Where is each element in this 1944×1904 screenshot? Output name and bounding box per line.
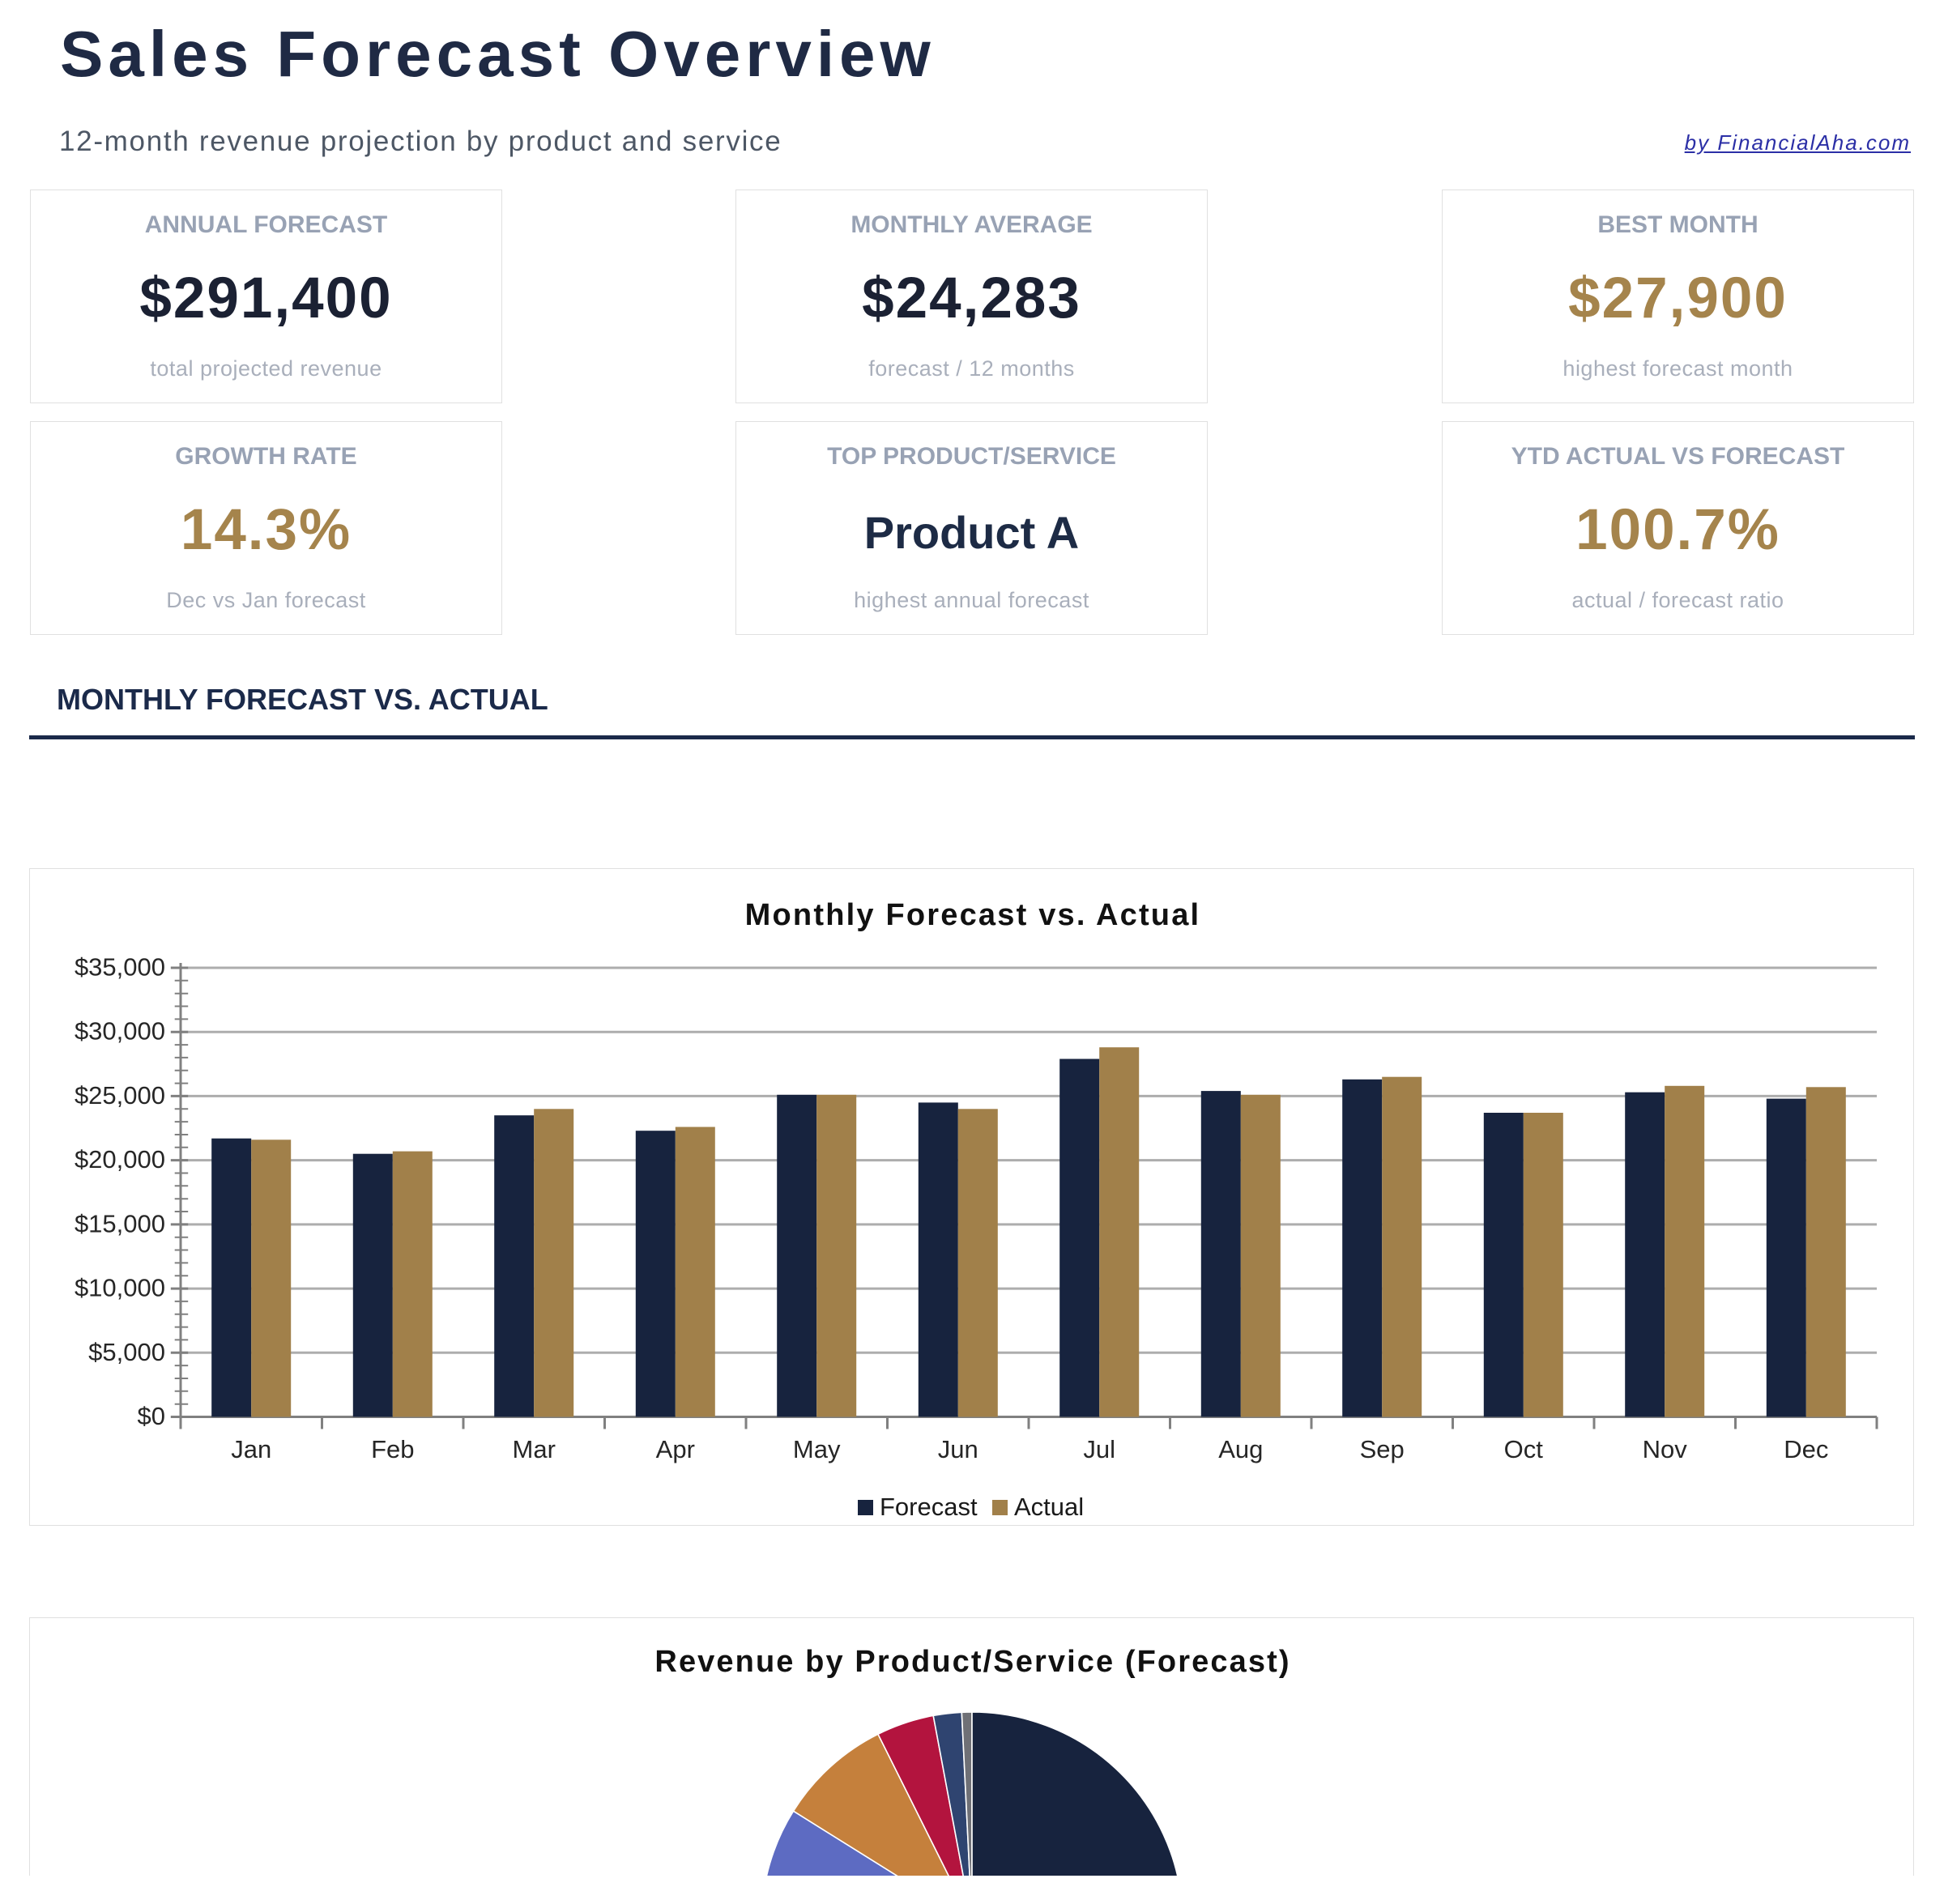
svg-text:$5,000: $5,000 bbox=[88, 1338, 165, 1366]
svg-text:$15,000: $15,000 bbox=[75, 1209, 165, 1237]
svg-text:Oct: Oct bbox=[1504, 1435, 1544, 1463]
svg-text:Dec: Dec bbox=[1784, 1435, 1828, 1463]
svg-text:$0: $0 bbox=[138, 1402, 165, 1430]
svg-text:$20,000: $20,000 bbox=[75, 1145, 165, 1173]
svg-text:Revenue by Product/Service (Fo: Revenue by Product/Service (Forecast) bbox=[654, 1645, 1290, 1679]
svg-text:$10,000: $10,000 bbox=[75, 1274, 165, 1302]
svg-text:Sep: Sep bbox=[1360, 1435, 1405, 1463]
svg-text:$25,000: $25,000 bbox=[75, 1081, 165, 1110]
svg-text:Aug: Aug bbox=[1218, 1435, 1263, 1463]
svg-text:Feb: Feb bbox=[371, 1435, 414, 1463]
svg-text:Mar: Mar bbox=[513, 1435, 556, 1463]
svg-text:Jun: Jun bbox=[938, 1435, 978, 1463]
svg-text:Actual: Actual bbox=[1014, 1493, 1084, 1521]
svg-text:Nov: Nov bbox=[1643, 1435, 1688, 1463]
svg-text:Jan: Jan bbox=[231, 1435, 271, 1463]
svg-text:Forecast: Forecast bbox=[880, 1493, 978, 1521]
svg-text:Apr: Apr bbox=[656, 1435, 695, 1463]
svg-text:May: May bbox=[793, 1435, 841, 1463]
svg-text:$35,000: $35,000 bbox=[75, 953, 165, 982]
svg-text:Monthly Forecast vs. Actual: Monthly Forecast vs. Actual bbox=[745, 898, 1201, 932]
svg-text:$30,000: $30,000 bbox=[75, 1017, 165, 1046]
svg-text:Jul: Jul bbox=[1083, 1435, 1115, 1463]
